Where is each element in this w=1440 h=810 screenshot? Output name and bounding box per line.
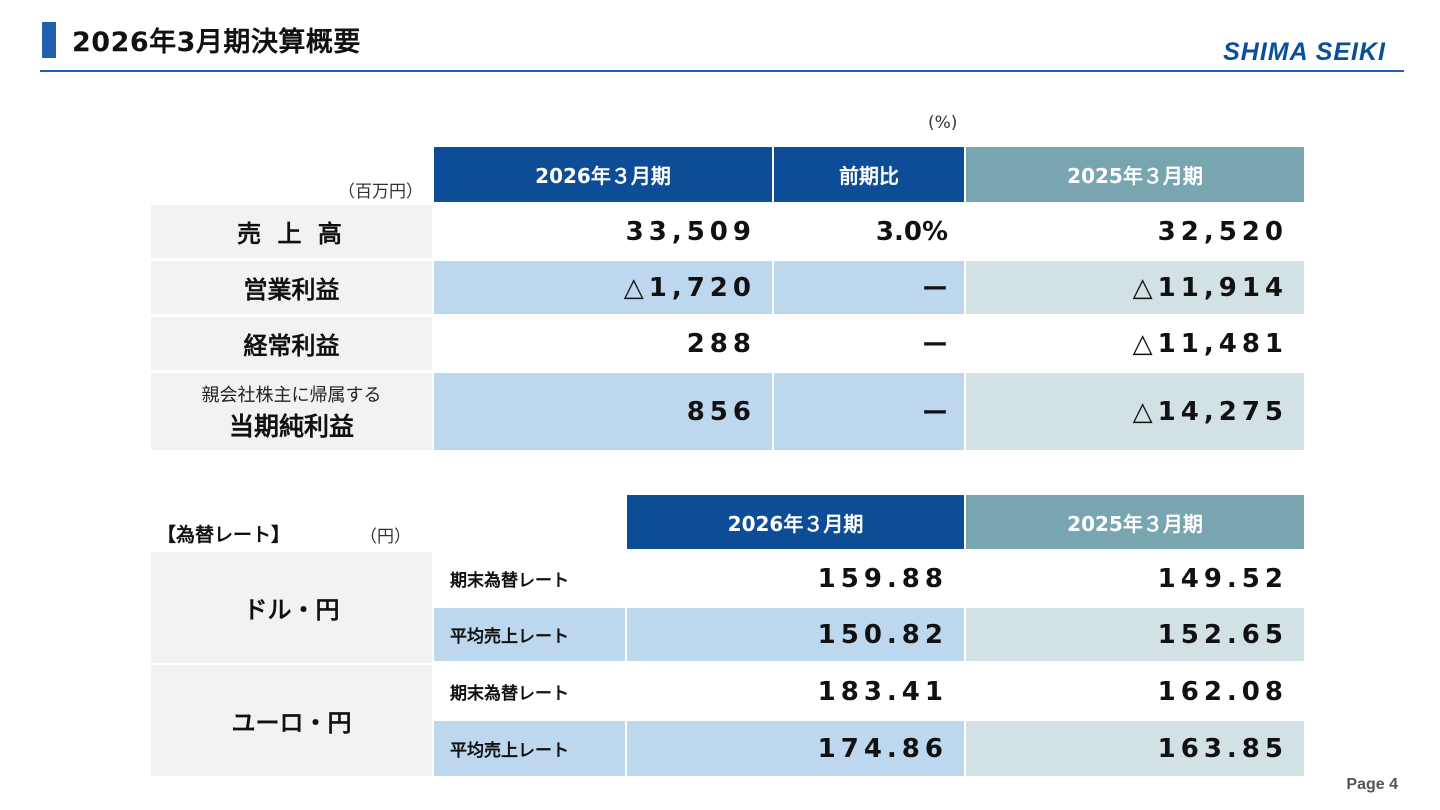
page-title: 2026年3月期決算概要 <box>72 27 361 58</box>
million-yen-unit-note: （百万円） <box>338 182 423 202</box>
usd-average-current: 150.82 <box>627 608 964 661</box>
usd-period-end-previous: 149.52 <box>966 552 1304 605</box>
col-header-ratio: 前期比 <box>774 147 964 202</box>
sales-current: 33,509 <box>434 205 772 258</box>
fx-group-label-usd: ドル・円 <box>151 552 432 663</box>
sales-ratio: 3.0% <box>774 205 964 258</box>
ordinary-income-ratio: ー <box>774 317 964 370</box>
fx-col-header-current: 2026年３月期 <box>627 495 964 549</box>
eur-period-end-current: 183.41 <box>627 665 964 718</box>
eur-average-current: 174.86 <box>627 721 964 776</box>
eur-period-end-label: 期末為替レート <box>434 665 625 718</box>
usd-average-previous: 152.65 <box>966 608 1304 661</box>
col-header-current: 2026年３月期 <box>434 147 772 202</box>
title-divider <box>40 70 1404 72</box>
usd-period-end-label: 期末為替レート <box>434 552 625 605</box>
col-header-previous: 2025年３月期 <box>966 147 1304 202</box>
percent-unit-note: (%) <box>928 113 958 133</box>
row-label-ordinary-income: 経常利益 <box>151 317 432 370</box>
title-accent-bar <box>42 22 56 58</box>
net-income-previous: △14,275 <box>966 373 1304 450</box>
fx-col-header-previous: 2025年３月期 <box>966 495 1304 549</box>
fx-group-label-eur: ユーロ・円 <box>151 665 432 776</box>
net-income-current: 856 <box>434 373 772 450</box>
ordinary-income-previous: △11,481 <box>966 317 1304 370</box>
row-label-operating-income: 営業利益 <box>151 261 432 314</box>
sales-previous: 32,520 <box>966 205 1304 258</box>
operating-income-current: △1,720 <box>434 261 772 314</box>
eur-average-previous: 163.85 <box>966 721 1304 776</box>
company-logo: SHIMA SEIKI <box>1223 38 1386 66</box>
row-label-net-income: 親会社株主に帰属する 当期純利益 <box>151 373 432 450</box>
page-number: Page 4 <box>1346 776 1398 793</box>
eur-average-label: 平均売上レート <box>434 721 625 776</box>
net-income-sublabel: 親会社株主に帰属する <box>201 384 382 406</box>
eur-period-end-previous: 162.08 <box>966 665 1304 718</box>
net-income-ratio: ー <box>774 373 964 450</box>
row-label-sales: 売 上 高 <box>151 205 432 258</box>
operating-income-ratio: ー <box>774 261 964 314</box>
yen-unit-note: （円） <box>360 527 411 547</box>
operating-income-previous: △11,914 <box>966 261 1304 314</box>
fx-section-title: 【為替レート】 <box>157 524 291 546</box>
net-income-label: 当期純利益 <box>228 411 354 441</box>
usd-period-end-current: 159.88 <box>627 552 964 605</box>
usd-average-label: 平均売上レート <box>434 608 625 661</box>
ordinary-income-current: 288 <box>434 317 772 370</box>
